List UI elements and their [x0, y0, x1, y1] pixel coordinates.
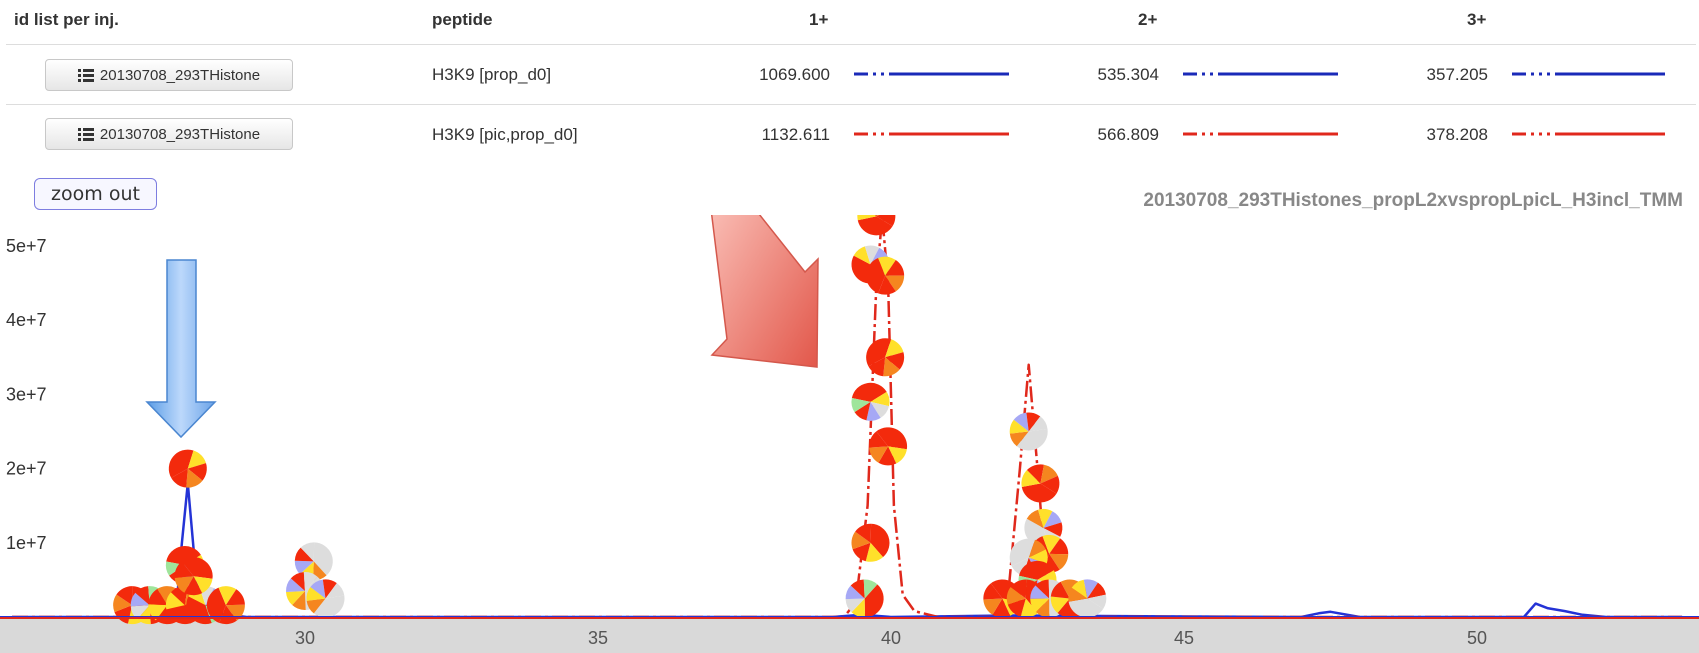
list-icon — [77, 68, 94, 82]
line-style-swatch — [1512, 72, 1668, 76]
x-tick-label: 30 — [295, 628, 315, 648]
mz-charge-1: 1069.600 — [759, 65, 830, 84]
list-icon — [77, 127, 94, 141]
y-tick-label: 5e+7 — [6, 236, 47, 256]
chromatogram-chart[interactable]: 1e+7 2e+7 3e+7 4e+7 5e+7 30 35 40 45 50 — [0, 215, 1699, 653]
header-charge-1: 1+ — [809, 10, 829, 29]
id-list-button-label: 20130708_293THistone — [99, 125, 261, 143]
y-tick-label: 4e+7 — [6, 310, 47, 330]
peptide-name: H3K9 [prop_d0] — [432, 65, 552, 84]
line-style-swatch — [854, 72, 1010, 76]
pie-marker[interactable] — [174, 557, 213, 596]
pie-marker[interactable] — [869, 427, 908, 466]
mz-charge-3: 357.205 — [1426, 65, 1488, 84]
line-style-swatch — [854, 132, 1010, 136]
line-style-swatch — [1512, 132, 1668, 136]
pie-marker[interactable] — [845, 579, 884, 618]
y-tick-label: 1e+7 — [6, 533, 47, 553]
id-list-button[interactable]: 20130708_293THistone — [45, 118, 293, 150]
header-charge-3: 3+ — [1467, 10, 1487, 29]
x-tick-label: 35 — [588, 628, 608, 648]
diagonal-arrow-icon — [710, 215, 819, 368]
pie-marker[interactable] — [851, 382, 890, 421]
pie-marker[interactable] — [1068, 579, 1107, 618]
mz-charge-1: 1132.611 — [761, 125, 830, 144]
pie-marker[interactable] — [306, 579, 345, 618]
id-list-button-label: 20130708_293THistone — [99, 66, 261, 84]
chart-title: 20130708_293THistones_propL2xvspropLpicL… — [1143, 190, 1683, 211]
mz-charge-2: 566.809 — [1097, 125, 1159, 144]
line-style-swatch — [1183, 72, 1339, 76]
pie-marker[interactable] — [866, 256, 905, 295]
pie-marker[interactable] — [857, 215, 896, 236]
x-tick-label: 40 — [881, 628, 901, 648]
pie-marker[interactable] — [851, 523, 890, 562]
pie-marker[interactable] — [866, 338, 905, 377]
pie-marker[interactable] — [1009, 412, 1048, 451]
y-tick-label: 2e+7 — [6, 459, 47, 479]
x-tick-label: 45 — [1174, 628, 1194, 648]
row-divider — [6, 44, 1696, 45]
pie-marker[interactable] — [1021, 464, 1060, 503]
header-charge-2: 2+ — [1138, 10, 1158, 29]
pie-marker[interactable] — [168, 449, 207, 488]
header-id-list: id list per inj. — [14, 10, 119, 29]
line-style-swatch — [1183, 132, 1339, 136]
id-list-button[interactable]: 20130708_293THistone — [45, 59, 293, 91]
pie-marker[interactable] — [294, 542, 333, 581]
peptide-name: H3K9 [pic,prop_d0] — [432, 125, 578, 144]
mz-charge-3: 378.208 — [1426, 125, 1488, 144]
row-divider — [6, 104, 1696, 105]
header-peptide: peptide — [432, 10, 493, 29]
down-arrow-icon — [145, 259, 217, 439]
y-tick-label: 3e+7 — [6, 384, 47, 404]
x-axis-band — [0, 617, 1699, 653]
zoom-out-button[interactable]: zoom out — [34, 178, 157, 210]
x-tick-label: 50 — [1467, 628, 1487, 648]
series-line — [12, 215, 1683, 619]
mz-charge-2: 535.304 — [1097, 65, 1159, 84]
